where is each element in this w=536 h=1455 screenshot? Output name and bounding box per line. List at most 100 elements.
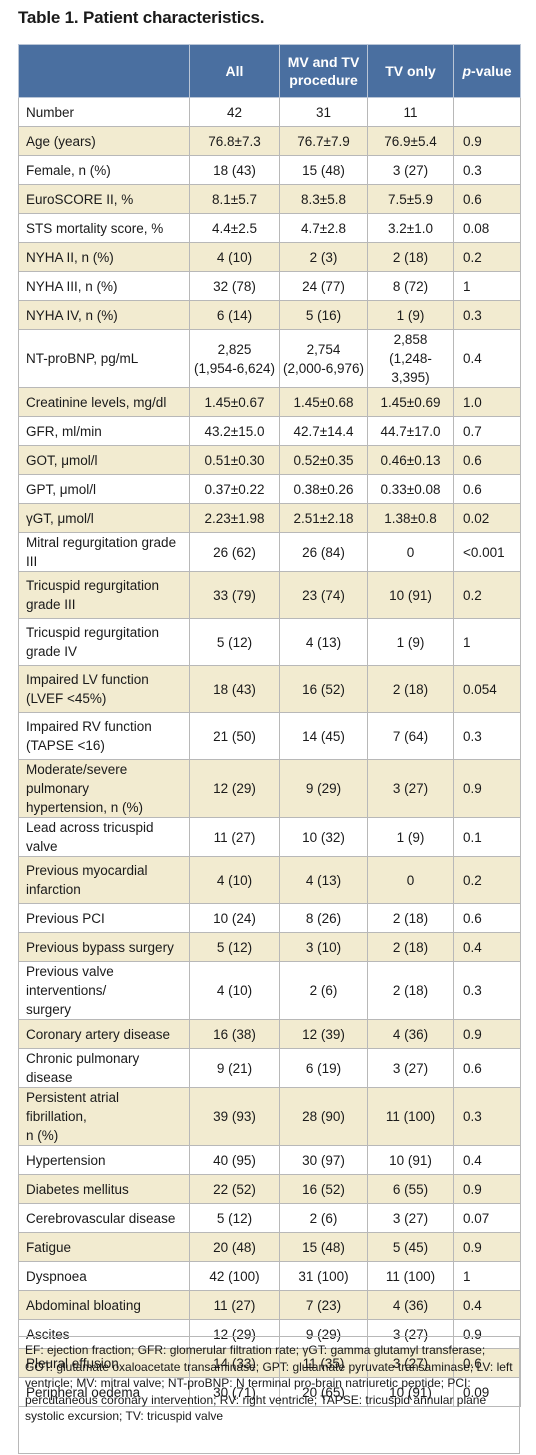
- cell-p-value: 1: [453, 271, 521, 301]
- cell-p-value: 0.2: [453, 242, 521, 272]
- cell-tv-only: 0: [367, 532, 454, 572]
- cell-p-value: 0.6: [453, 1348, 521, 1378]
- cell-tv-only: 0.33±0.08: [367, 474, 454, 504]
- cell-p-value: 0.3: [453, 961, 521, 1020]
- table-row: Female, n (%) 18 (43) 15 (48) 3 (27) 0.3: [18, 155, 521, 185]
- cell-tv-only: 4 (36): [367, 1290, 454, 1320]
- cell-mv-tv: 24 (77): [279, 271, 368, 301]
- cell-all: 2.23±1.98: [189, 503, 280, 533]
- table-row: NYHA III, n (%) 32 (78) 24 (77) 8 (72) 1: [18, 271, 521, 301]
- cell-tv-only: 6 (55): [367, 1174, 454, 1204]
- row-label: Chronic pulmonary disease: [18, 1048, 190, 1088]
- row-label: Previous bypass surgery: [18, 932, 190, 962]
- cell-all: 12 (29): [189, 759, 280, 818]
- cell-tv-only: 1 (9): [367, 300, 454, 330]
- row-label: Pleural effusion: [18, 1348, 190, 1378]
- cell-mv-tv: 14 (45): [279, 712, 368, 760]
- row-label: Creatinine levels, mg/dl: [18, 387, 190, 417]
- cell-all: 4.4±2.5: [189, 213, 280, 243]
- cell-all: 18 (43): [189, 665, 280, 713]
- row-label: GFR, ml/min: [18, 416, 190, 446]
- cell-all: 4 (10): [189, 856, 280, 904]
- cell-tv-only: 0: [367, 856, 454, 904]
- cell-tv-only: 3 (27): [367, 1203, 454, 1233]
- cell-mv-tv: 7 (23): [279, 1290, 368, 1320]
- cell-p-value: 1: [453, 618, 521, 666]
- cell-mv-tv: 4 (13): [279, 618, 368, 666]
- table-row: NYHA II, n (%) 4 (10) 2 (3) 2 (18) 0.2: [18, 242, 521, 272]
- cell-tv-only: 3 (27): [367, 1348, 454, 1378]
- cell-all: 14 (33): [189, 1348, 280, 1378]
- cell-all: 20 (48): [189, 1232, 280, 1262]
- cell-all: 11 (27): [189, 1290, 280, 1320]
- row-label: Persistent atrial fibrillation, n (%): [18, 1087, 190, 1146]
- cell-tv-only: 2,858 (1,248-3,395): [367, 329, 454, 388]
- table-row: Previous valve interventions/surgery 4 (1…: [18, 961, 521, 1020]
- cell-tv-only: 3 (27): [367, 155, 454, 185]
- table-row: NT-proBNP, pg/mL 2,825 (1,954-6,624) 2,754(…: [18, 329, 521, 388]
- cell-all: 43.2±15.0: [189, 416, 280, 446]
- cell-p-value: 0.6: [453, 1048, 521, 1088]
- cell-p-value: 0.054: [453, 665, 521, 713]
- cell-tv-only: 1.45±0.69: [367, 387, 454, 417]
- cell-p-value: 0.4: [453, 1290, 521, 1320]
- cell-tv-only: 1 (9): [367, 817, 454, 857]
- header-p-value-label: p: [462, 63, 472, 79]
- cell-mv-tv: 10 (32): [279, 817, 368, 857]
- cell-p-value: 0.1: [453, 817, 521, 857]
- cell-all: 21 (50): [189, 712, 280, 760]
- table-row: Number 42 31 11: [18, 97, 521, 127]
- cell-all: 42: [189, 97, 280, 127]
- table-row: Mitral regurgitation grade III 26 (62) 26 …: [18, 532, 521, 572]
- cell-all: 16 (38): [189, 1019, 280, 1049]
- row-label: Fatigue: [18, 1232, 190, 1262]
- table-row: Creatinine levels, mg/dl 1.45±0.67 1.45±0.…: [18, 387, 521, 417]
- cell-all: 42 (100): [189, 1261, 280, 1291]
- cell-tv-only: 11 (100): [367, 1261, 454, 1291]
- table-row: Impaired LV function (LVEF <45%) 18 (43) 16…: [18, 665, 521, 713]
- cell-tv-only: 1.38±0.8: [367, 503, 454, 533]
- row-label: NYHA IV, n (%): [18, 300, 190, 330]
- table-row: Dyspnoea 42 (100) 31 (100) 11 (100) 1: [18, 1261, 521, 1291]
- cell-all: 1.45±0.67: [189, 387, 280, 417]
- header-p-value: p-value: [453, 44, 521, 98]
- cell-p-value: 0.4: [453, 329, 521, 388]
- row-label: Impaired LV function (LVEF <45%): [18, 665, 190, 713]
- cell-p-value: 0.9: [453, 759, 521, 818]
- cell-mv-tv: 2.51±2.18: [279, 503, 368, 533]
- cell-mv-tv: 0.38±0.26: [279, 474, 368, 504]
- cell-tv-only: 2 (18): [367, 242, 454, 272]
- cell-p-value: 1: [453, 1261, 521, 1291]
- cell-all: 22 (52): [189, 1174, 280, 1204]
- table-row: GPT, μmol/l 0.37±0.22 0.38±0.26 0.33±0.08 0.…: [18, 474, 521, 504]
- table-row: Diabetes mellitus 22 (52) 16 (52) 6 (55) 0.9: [18, 1174, 521, 1204]
- cell-p-value: 0.9: [453, 1019, 521, 1049]
- row-label: STS mortality score, %: [18, 213, 190, 243]
- cell-p-value: 0.9: [453, 1174, 521, 1204]
- row-label: Lead across tricuspid valve: [18, 817, 190, 857]
- header-empty: [18, 44, 190, 98]
- table-row: Cerebrovascular disease 5 (12) 2 (6) 3 (27)…: [18, 1203, 521, 1233]
- header-all: All: [189, 44, 280, 98]
- cell-all: 26 (62): [189, 532, 280, 572]
- cell-mv-tv: 11 (35): [279, 1348, 368, 1378]
- cell-tv-only: 7 (64): [367, 712, 454, 760]
- table-row: EuroSCORE II, % 8.1±5.7 8.3±5.8 7.5±5.9 0.6: [18, 184, 521, 214]
- cell-p-value: 0.7: [453, 416, 521, 446]
- table-row: Moderate/severe pulmonary hypertension, n…: [18, 759, 521, 818]
- row-label: Impaired RV function (TAPSE <16): [18, 712, 190, 760]
- cell-all: 10 (24): [189, 903, 280, 933]
- cell-p-value: 0.3: [453, 1087, 521, 1146]
- table-body: Number 42 31 11 Age (years) 76.8±7.3 76.7±7.9 7…: [18, 97, 521, 1407]
- table-row: Abdominal bloating 11 (27) 7 (23) 4 (36) 0.4: [18, 1290, 521, 1320]
- row-label: EuroSCORE II, %: [18, 184, 190, 214]
- cell-p-value: [453, 97, 521, 127]
- cell-mv-tv: 15 (48): [279, 155, 368, 185]
- row-label: Coronary artery disease: [18, 1019, 190, 1049]
- cell-mv-tv: 15 (48): [279, 1232, 368, 1262]
- cell-tv-only: 3.2±1.0: [367, 213, 454, 243]
- row-label: Ascites: [18, 1319, 190, 1349]
- cell-mv-tv: 8.3±5.8: [279, 184, 368, 214]
- table-row: Tricuspid regurgitation grade III 33 (79) 2…: [18, 571, 521, 619]
